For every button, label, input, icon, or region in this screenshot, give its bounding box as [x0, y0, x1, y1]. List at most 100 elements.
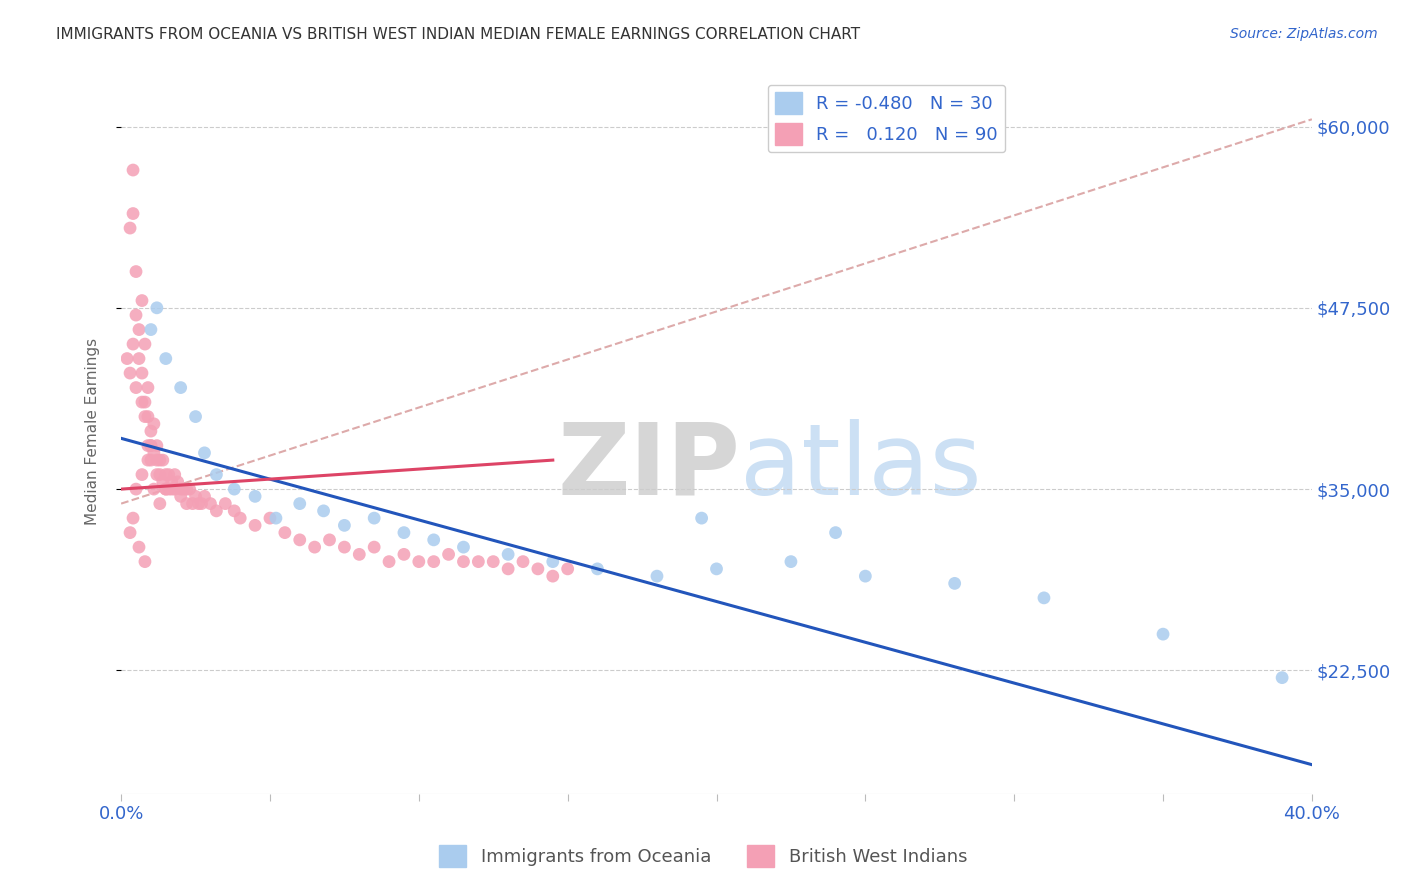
Point [205, 467, 228, 482]
Point [142, 417, 165, 431]
Point [131, 366, 153, 380]
Point [128, 351, 150, 366]
Point [943, 576, 966, 591]
Point [136, 439, 159, 453]
Point [128, 322, 150, 336]
Point [134, 555, 156, 569]
Y-axis label: Median Female Earnings: Median Female Earnings [86, 337, 100, 524]
Point [131, 395, 153, 409]
Point [378, 555, 401, 569]
Point [264, 511, 287, 525]
Point [214, 497, 236, 511]
Point [142, 482, 165, 496]
Point [170, 482, 193, 496]
Point [139, 424, 162, 438]
Point [155, 351, 177, 366]
Point [288, 497, 311, 511]
Point [134, 337, 156, 351]
Point [780, 555, 803, 569]
Point [139, 439, 162, 453]
Point [482, 555, 505, 569]
Point [136, 409, 159, 424]
Point [1271, 671, 1294, 685]
Point [243, 489, 266, 503]
Point [853, 569, 876, 583]
Point [363, 511, 385, 525]
Point [125, 482, 148, 496]
Point [333, 518, 356, 533]
Point [176, 482, 198, 496]
Point [163, 482, 186, 496]
Point [422, 555, 444, 569]
Point [166, 475, 188, 489]
Point [408, 555, 430, 569]
Point [586, 562, 609, 576]
Point [157, 467, 180, 482]
Point [184, 409, 207, 424]
Point [187, 497, 209, 511]
Point [142, 446, 165, 460]
Point [363, 540, 385, 554]
Point [512, 555, 534, 569]
Point [173, 482, 195, 496]
Point [496, 547, 519, 561]
Point [146, 439, 169, 453]
Point [274, 525, 297, 540]
Point [139, 322, 162, 336]
Point [541, 569, 564, 583]
Point [1033, 591, 1056, 605]
Point [146, 467, 169, 482]
Text: atlas: atlas [741, 419, 981, 516]
Point [288, 533, 311, 547]
Point [125, 308, 148, 322]
Point [139, 439, 162, 453]
Point [146, 453, 169, 467]
Point [149, 453, 172, 467]
Point [243, 518, 266, 533]
Point [224, 504, 246, 518]
Point [160, 475, 183, 489]
Point [184, 489, 207, 503]
Point [190, 497, 212, 511]
Point [125, 264, 148, 278]
Point [120, 221, 142, 235]
Point [541, 555, 564, 569]
Point [120, 366, 142, 380]
Point [128, 540, 150, 554]
Point [453, 555, 475, 569]
Point [527, 562, 550, 576]
Point [181, 497, 204, 511]
Point [122, 163, 145, 178]
Point [1152, 627, 1174, 641]
Point [152, 453, 174, 467]
Point [170, 381, 193, 395]
Point [120, 525, 142, 540]
Point [170, 489, 193, 503]
Point [149, 467, 172, 482]
Point [160, 482, 183, 496]
Point [224, 482, 246, 496]
Point [304, 540, 326, 554]
Point [122, 337, 145, 351]
Legend: Immigrants from Oceania, British West Indians: Immigrants from Oceania, British West In… [432, 838, 974, 874]
Point [259, 511, 281, 525]
Point [200, 497, 222, 511]
Legend: R = -0.480   N = 30, R =   0.120   N = 90: R = -0.480 N = 30, R = 0.120 N = 90 [768, 85, 1005, 153]
Point [155, 467, 177, 482]
Text: IMMIGRANTS FROM OCEANIA VS BRITISH WEST INDIAN MEDIAN FEMALE EARNINGS CORRELATIO: IMMIGRANTS FROM OCEANIA VS BRITISH WEST … [56, 27, 860, 42]
Point [349, 547, 371, 561]
Point [163, 467, 186, 482]
Point [122, 206, 145, 220]
Point [176, 497, 198, 511]
Point [193, 446, 215, 460]
Point [149, 497, 172, 511]
Point [136, 381, 159, 395]
Point [146, 301, 169, 315]
Point [179, 482, 201, 496]
Point [152, 475, 174, 489]
Point [824, 525, 846, 540]
Point [122, 511, 145, 525]
Point [453, 540, 475, 554]
Point [131, 293, 153, 308]
Point [134, 409, 156, 424]
